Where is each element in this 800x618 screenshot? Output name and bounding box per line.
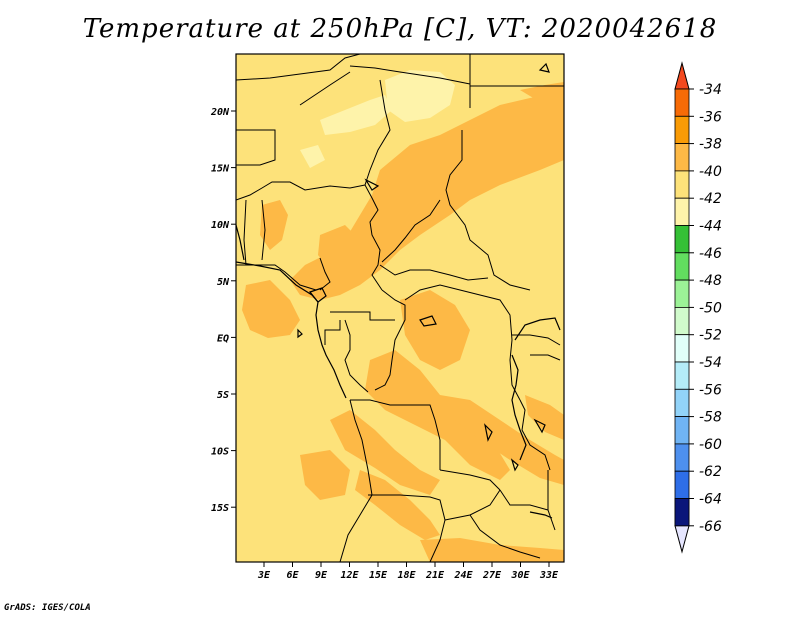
colorbar-label: -50 xyxy=(699,300,722,316)
coastlines xyxy=(236,62,561,519)
colorbar-label: -60 xyxy=(699,437,722,453)
colorbar-label: -36 xyxy=(699,109,722,125)
map-title: Temperature at 250hPa [C], VT: 202004261… xyxy=(82,14,718,44)
colorbar-label: -66 xyxy=(699,519,722,535)
colorbar-label: -38 xyxy=(699,137,722,153)
temperature-field xyxy=(236,54,564,562)
lon-label: 33E xyxy=(539,570,559,581)
colorbar-bottom-arrow xyxy=(674,525,690,554)
lon-label: 12E xyxy=(340,570,359,581)
colorbar-swatch xyxy=(674,225,690,254)
colorbar-label: -44 xyxy=(699,219,722,235)
lon-label: 18E xyxy=(397,570,416,581)
colorbar-label: -48 xyxy=(699,273,722,289)
lon-label: 24E xyxy=(453,570,473,581)
colorbar-top-arrow xyxy=(674,61,690,90)
colorbar-swatch xyxy=(674,143,690,172)
lon-label: 21E xyxy=(425,570,445,581)
colorbar-swatch xyxy=(674,361,690,390)
grads-credit: GrADS: IGES/COLA xyxy=(4,603,91,613)
lon-label: 6E xyxy=(286,570,299,581)
colorbar-label: -62 xyxy=(699,464,722,480)
lat-label: 10S xyxy=(211,447,229,458)
lat-label: 10N xyxy=(211,220,230,231)
colorbar-swatch xyxy=(674,334,690,363)
lat-label: 20N xyxy=(210,107,230,118)
lat-label: 15N xyxy=(211,164,230,175)
colorbar-swatch xyxy=(674,170,690,199)
lat-label: EQ xyxy=(217,333,229,344)
lon-label: 9E xyxy=(315,570,328,581)
colorbar-label: -34 xyxy=(699,82,722,98)
colorbar-swatch xyxy=(674,115,690,145)
colorbar-swatch xyxy=(674,443,690,472)
colorbar-swatch xyxy=(674,88,690,117)
colorbar-swatch xyxy=(674,498,690,527)
colorbar-swatch xyxy=(674,470,690,499)
colorbar-swatch xyxy=(674,197,690,226)
colorbar-label: -54 xyxy=(699,355,722,371)
lon-label: 27E xyxy=(482,570,502,581)
colorbar-swatch xyxy=(674,252,690,281)
colorbar-label: -40 xyxy=(699,164,722,180)
lat-label: 5S xyxy=(217,390,229,401)
lon-label: 30E xyxy=(510,570,530,581)
shade-38 xyxy=(242,82,564,562)
lat-label: 5N xyxy=(217,277,230,288)
colorbar-swatch xyxy=(674,279,690,308)
longitude-axis: 3E 6E 9E 12E 15E 18E 21E 24E 27E 30E 33E xyxy=(257,562,559,581)
lon-label: 3E xyxy=(257,570,271,581)
shade-42 xyxy=(300,70,455,168)
colorbar-label: -56 xyxy=(699,382,722,398)
colorbar-label: -42 xyxy=(699,191,722,207)
colorbar-swatch xyxy=(674,416,690,445)
map-frame xyxy=(235,53,565,563)
colorbar-label: -58 xyxy=(699,410,722,426)
colorbar-swatch xyxy=(674,388,690,417)
colorbar-label: -64 xyxy=(699,492,722,508)
colorbar-label: -52 xyxy=(699,328,722,344)
colorbar-swatch xyxy=(674,306,690,336)
colorbar-label: -46 xyxy=(699,246,722,262)
latitude-axis: 20N 15N 10N 5N EQ 5S 10S 15S xyxy=(210,107,236,514)
colorbar: -34 -36 -38 -40 -42 -44 -46 -48 -50 -52 -54 -56 -58 -… xyxy=(674,61,722,554)
lat-label: 15S xyxy=(211,503,229,514)
country-borders xyxy=(236,54,564,562)
lon-label: 15E xyxy=(369,570,388,581)
